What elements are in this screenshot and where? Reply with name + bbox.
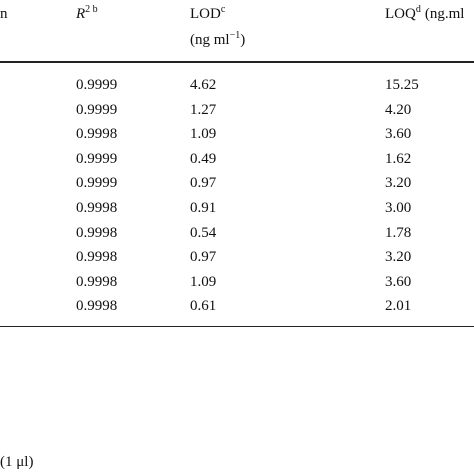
table-cell: 15.25 — [385, 77, 419, 93]
header-cell: LODc — [190, 5, 225, 23]
table-cell: 0.9998 — [76, 224, 118, 241]
table-cell: 0.97 — [190, 249, 217, 266]
header-cell: R2 b — [76, 5, 98, 23]
table-cell: 3.20 — [385, 249, 412, 266]
header-text: LOD — [190, 6, 221, 22]
table-cell: 0.9999 — [76, 175, 118, 192]
header-sup: 2 b — [85, 4, 98, 15]
table-cell: 4.62 — [190, 77, 217, 93]
table-cell: 0.54 — [190, 224, 217, 241]
table-cell: 0.9998 — [76, 273, 118, 290]
table-cell: 0.9999 — [76, 77, 118, 93]
header-sup: d — [415, 4, 421, 15]
unit-text: ) — [240, 32, 246, 48]
table-cell: 1.27 — [190, 101, 217, 118]
bottom-rule — [0, 326, 474, 327]
table-cell: 0.61 — [190, 298, 217, 315]
table-cell: 0.9998 — [76, 249, 118, 266]
table-cell: 0.9998 — [76, 200, 118, 216]
footer-text: (1 μl) — [0, 454, 34, 470]
table-cell: 0.91 — [190, 200, 217, 216]
header-text: R — [76, 6, 86, 22]
table-cell: 0.9999 — [76, 101, 118, 118]
table-cell: 2.01 — [385, 298, 412, 315]
table-cell: 0.9998 — [76, 126, 118, 143]
header-cell: n — [0, 6, 8, 22]
table-cell: 0.9999 — [76, 150, 118, 167]
header-text: LOQ — [385, 6, 416, 22]
header-cell: LOQd (ng.ml — [385, 5, 464, 23]
table-cell: 0.9998 — [76, 298, 118, 315]
table-cell: 1.78 — [385, 224, 412, 241]
header-rule — [0, 61, 474, 63]
table-cell: 1.62 — [385, 150, 412, 167]
header-unit: (ng ml−1) — [190, 31, 245, 49]
table-cell: 1.09 — [190, 273, 217, 290]
table-cell: 4.20 — [385, 101, 412, 118]
table-cell: 1.09 — [190, 126, 217, 143]
unit-text: (ng ml — [190, 32, 230, 48]
table-cell: 3.60 — [385, 126, 412, 143]
table-cell: 3.00 — [385, 200, 412, 216]
table-cell: 3.60 — [385, 273, 412, 290]
table-cell: 3.20 — [385, 175, 412, 192]
header-sup: c — [220, 4, 226, 15]
table-cell: 0.97 — [190, 175, 217, 192]
table-cell: 0.49 — [190, 150, 217, 167]
header-text: (ng.ml — [424, 6, 465, 22]
unit-sup: −1 — [229, 30, 241, 41]
